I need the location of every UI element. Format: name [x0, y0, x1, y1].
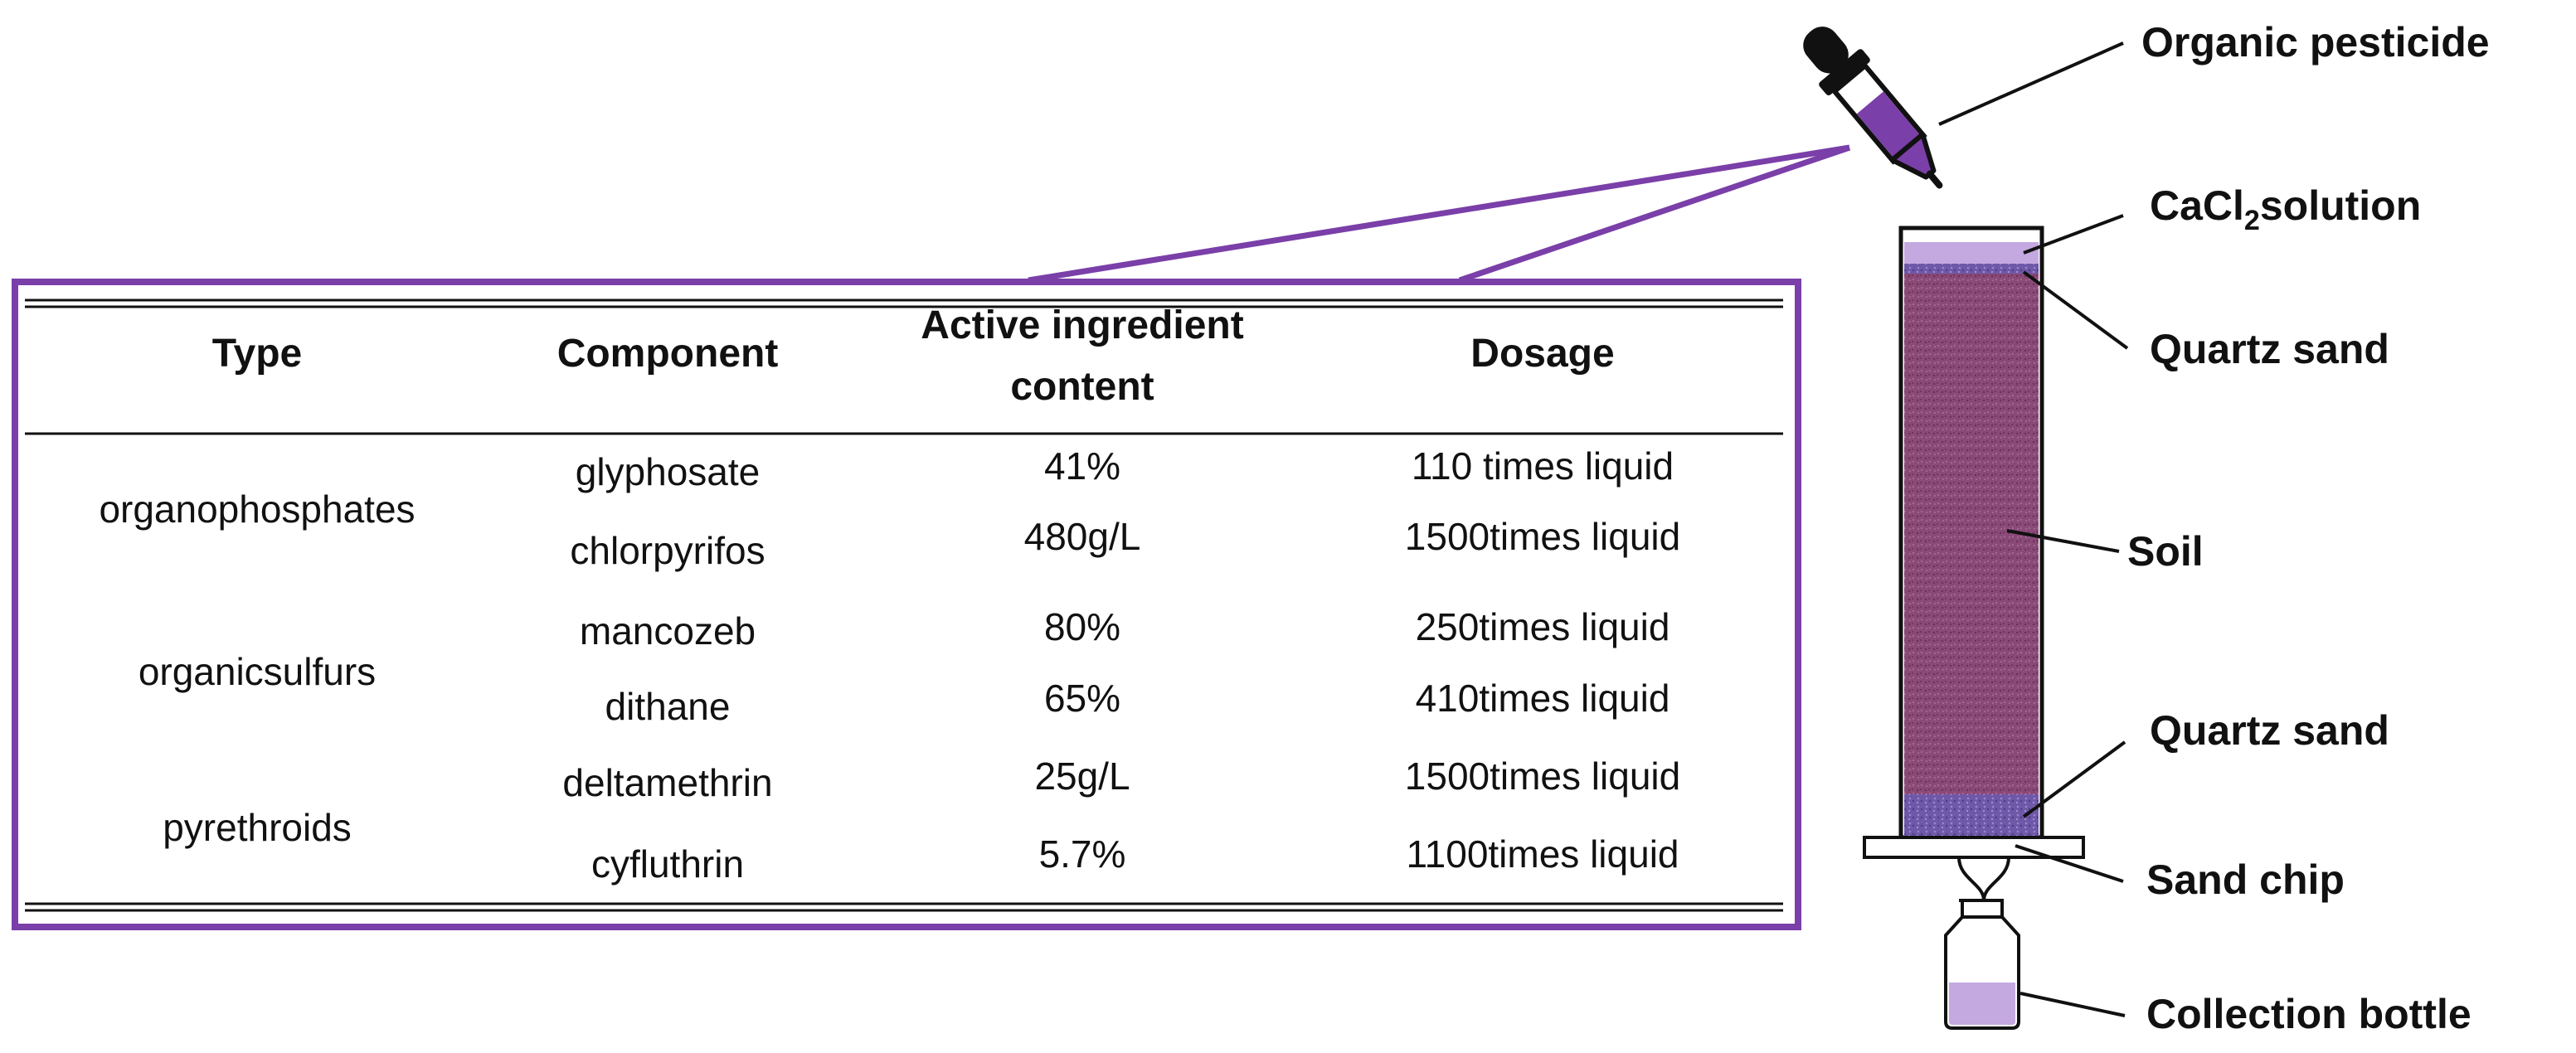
label-soil: Soil: [2127, 528, 2204, 575]
label-cacl2-sub: 2: [2244, 205, 2260, 236]
leader-collection-bottle: [2019, 992, 2126, 1017]
row-3-dosage: 410times liquid: [1416, 677, 1670, 720]
row-1-component: chlorpyrifos: [570, 529, 765, 572]
row-3-component: dithane: [605, 685, 731, 728]
soil-column-icon: [1863, 226, 2085, 902]
row-1-content: 480g/L: [1024, 515, 1141, 558]
row-2-content: 80%: [1044, 605, 1120, 648]
callout-line-right: [1458, 144, 1851, 284]
group-type-2: pyrethroids: [163, 806, 352, 849]
leader-organic-pesticide: [1938, 41, 2124, 126]
row-0-dosage: 110 times liquid: [1412, 444, 1674, 488]
row-4-component: deltamethrin: [562, 761, 772, 804]
leader-soil: [2006, 529, 2120, 553]
row-4-dosage: 1500times liquid: [1405, 755, 1680, 798]
label-collection-bottle: Collection bottle: [2146, 991, 2472, 1037]
label-sand-chip: Sand chip: [2146, 856, 2345, 903]
row-1-dosage: 1500times liquid: [1405, 515, 1680, 558]
row-0-content: 41%: [1044, 444, 1120, 488]
row-5-content: 5.7%: [1039, 832, 1126, 876]
label-quartz-sand-bottom: Quartz sand: [2150, 707, 2389, 754]
group-type-0: organophosphates: [99, 488, 415, 531]
row-3-content: 65%: [1044, 677, 1120, 720]
header-type: Type: [212, 332, 302, 376]
header-component: Component: [557, 332, 779, 376]
leader-quartz-top: [2022, 270, 2129, 350]
collection-bottle-icon: [1944, 899, 2020, 1030]
dropper-icon: [1803, 27, 1943, 189]
leader-cacl2: [2023, 214, 2124, 255]
row-2-dosage: 250times liquid: [1416, 605, 1670, 648]
label-cacl2: CaCl2solution: [2150, 182, 2421, 236]
row-5-dosage: 1100times liquid: [1406, 832, 1679, 876]
row-2-component: mancozeb: [580, 609, 756, 653]
table-frame: [12, 279, 1801, 930]
leader-quartz-bottom: [2022, 740, 2126, 818]
label-quartz-sand-top: Quartz sand: [2150, 326, 2389, 372]
header-active-line1: Active ingredient: [921, 303, 1243, 347]
leader-lines: [1938, 41, 2129, 1017]
header-dosage: Dosage: [1470, 332, 1614, 376]
header-active-line2: content: [1010, 365, 1154, 409]
callout-line-left: [1028, 144, 1850, 284]
label-cacl2-suffix: solution: [2260, 182, 2421, 229]
row-4-content: 25g/L: [1034, 755, 1130, 798]
row-5-component: cyfluthrin: [591, 842, 744, 886]
label-organic-pesticide: Organic pesticide: [2141, 19, 2490, 66]
label-cacl2-prefix: CaCl: [2150, 182, 2244, 229]
row-0-component: glyphosate: [576, 450, 761, 493]
leader-sand-chip: [2015, 844, 2124, 883]
group-type-1: organicsulfurs: [139, 650, 376, 693]
